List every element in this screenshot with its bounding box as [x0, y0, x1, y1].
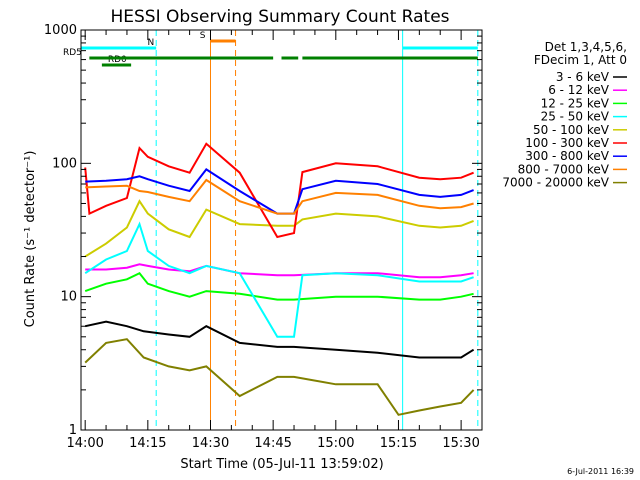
x-axis-label: Start Time (05-Jul-11 13:59:02) [180, 457, 383, 472]
annotation-bar-label: S [200, 31, 206, 41]
legend-entry-label: 300 - 800 keV [525, 149, 609, 163]
series-line [85, 263, 474, 279]
legend-entry-label: 800 - 7000 keV [518, 162, 610, 176]
legend-entry-label: 6 - 12 keV [548, 83, 610, 97]
legend-header-line-2: FDecim 1, Att 0 [534, 53, 627, 67]
legend-header-line-1: Det 1,3,4,5,6, [545, 40, 627, 54]
series-line [85, 178, 474, 215]
annotation-bar-label: N [147, 38, 154, 48]
legend-entry-label: 12 - 25 keV [541, 96, 610, 110]
y-tick-label: 1000 [44, 23, 77, 38]
legend-entry-label: 50 - 100 keV [533, 123, 610, 137]
series-line [84, 320, 475, 359]
y-axis-label: Count Rate (s⁻¹ detector⁻¹) [23, 151, 38, 328]
legend-entry-label: 100 - 300 keV [525, 136, 609, 150]
series-line [84, 199, 474, 258]
legend-entry-label: 7000 - 20000 keV [502, 176, 609, 190]
x-tick-label: 15:15 [380, 436, 417, 451]
plot-frame [80, 29, 483, 431]
series-line [85, 168, 474, 215]
x-tick-label: 15:30 [442, 436, 479, 451]
chart-title: HESSI Observing Summary Count Rates [110, 7, 449, 27]
x-tick-label: 14:30 [192, 436, 229, 451]
series-line [84, 338, 475, 416]
annotation-bar-label: RD5 [63, 48, 82, 58]
vertical-markers [155, 30, 479, 430]
annotation-bar-label: RD0 [108, 55, 127, 65]
x-tick-label: 14:45 [254, 436, 291, 451]
timestamp: 6-Jul-2011 16:39 [567, 467, 634, 476]
series-line [84, 271, 474, 301]
x-tick-label: 14:00 [66, 436, 103, 451]
legend: Det 1,3,4,5,6, FDecim 1, Att 0 3 - 6 keV… [502, 40, 627, 190]
legend-entry-label: 3 - 6 keV [556, 70, 610, 84]
x-tick-label: 14:15 [129, 436, 166, 451]
series-lines [84, 142, 475, 416]
series-line [84, 142, 474, 239]
y-tick-label: 1 [69, 423, 77, 438]
annotation-bars: N S RD0 RD5 [63, 31, 478, 67]
series-line [84, 221, 474, 338]
legend-entry-label: 25 - 50 keV [541, 110, 610, 124]
y-tick-label: 10 [60, 290, 77, 305]
x-tick-label: 15:00 [317, 436, 354, 451]
axes: 1 10 100 1000 14:00 14:15 14:30 14:45 15:00 15:15… [44, 23, 483, 451]
y-tick-label: 100 [52, 156, 77, 171]
